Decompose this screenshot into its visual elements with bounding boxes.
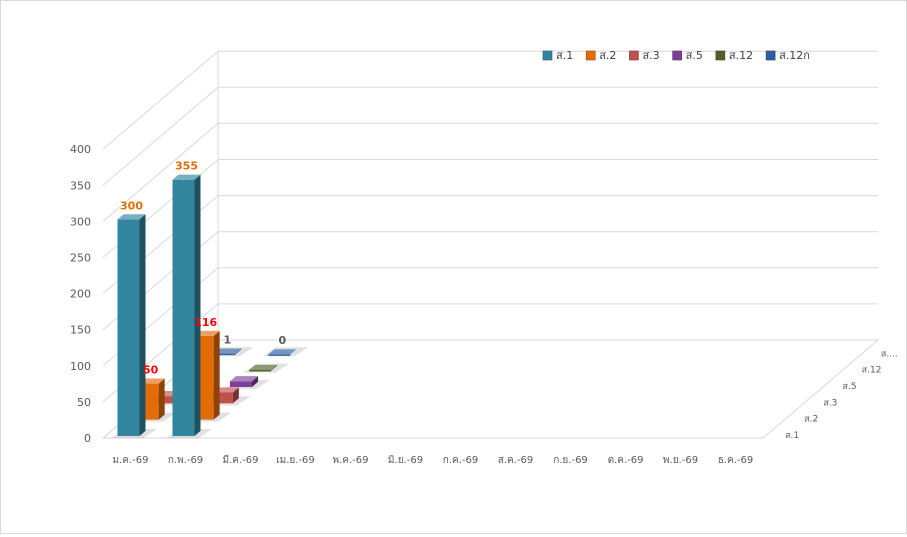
- bar-top: [249, 364, 278, 370]
- depth-series-label: ส.5: [843, 382, 857, 392]
- x-category-label: ก.พ.-69: [168, 455, 203, 466]
- legend-label: ส.12ก: [779, 49, 810, 62]
- y-tick-label: 150: [70, 324, 91, 337]
- depth-series-label: ส.12: [862, 366, 882, 376]
- x-category-label: ก.ค.-69: [443, 455, 478, 466]
- legend-swatch: [585, 50, 596, 61]
- legend-label: ส.12: [729, 49, 753, 62]
- depth-series-label: ส.3: [823, 398, 837, 408]
- y-tick-label: 400: [70, 143, 91, 156]
- gridline-side: [102, 123, 219, 222]
- legend-swatch: [629, 50, 639, 61]
- x-category-label: ม.ค.-69: [113, 455, 149, 466]
- y-tick-label: 250: [70, 252, 91, 265]
- gridline-side: [102, 86, 219, 186]
- y-tick-label: 350: [70, 179, 91, 192]
- bar-front: [210, 392, 233, 404]
- x-category-label: พ.ค.-69: [333, 455, 369, 466]
- bar-side: [194, 174, 201, 436]
- data-labels: 300 355 50 116 1 0: [120, 160, 286, 377]
- bar-top: [230, 376, 258, 382]
- bar-ส.1-ก.พ.-69: [166, 174, 213, 438]
- bar-side: [252, 376, 258, 387]
- gridline-side: [102, 50, 219, 150]
- bar-side: [232, 387, 239, 404]
- data-label: 1: [224, 334, 232, 347]
- depth-series-label: ส.2: [804, 415, 818, 425]
- legend-label: ส.1: [556, 49, 573, 62]
- bar-ส.12ก-ก.พ.-69: [262, 347, 309, 357]
- bar-top: [172, 174, 201, 180]
- depth-axis-series-labels: ส.1 ส.2 ส.3 ส.5 ส.12 ส....: [785, 349, 898, 441]
- x-category-label: เม.ย.-69: [276, 455, 315, 466]
- bar-ส.1-ม.ค.-69: [111, 214, 158, 438]
- legend-swatch: [672, 50, 682, 61]
- x-category-label: ธ.ค.-69: [718, 455, 753, 466]
- y-tick-label: 300: [70, 215, 91, 228]
- depth-series-label: ส....: [881, 349, 898, 359]
- legend-label: ส.5: [686, 49, 703, 62]
- bar-front: [117, 219, 140, 436]
- legend-label: ส.2: [599, 49, 616, 62]
- legend-swatch: [542, 50, 553, 61]
- bar-side: [235, 348, 242, 355]
- y-tick-label: 200: [70, 288, 91, 301]
- data-bars: [111, 174, 309, 438]
- bar-front: [213, 353, 236, 356]
- bar-side: [213, 330, 220, 420]
- bar-front: [172, 179, 195, 436]
- data-label: 116: [194, 316, 217, 329]
- legend-item-ส.3: ส.3: [629, 49, 660, 62]
- x-category-label: ต.ค.-69: [608, 455, 644, 466]
- floor-right-edge: [762, 339, 879, 439]
- x-category-label: มิ.ย.-69: [388, 455, 423, 466]
- bar-side: [271, 364, 278, 371]
- x-category-label: ส.ค.-69: [498, 455, 533, 466]
- bar-front: [249, 369, 272, 372]
- legend-swatch: [715, 50, 726, 61]
- depth-series-label: ส.1: [785, 431, 799, 441]
- x-axis-category-labels: ม.ค.-69 ก.พ.-69 มี.ค.-69 เม.ย.-69 พ.ค.-69 มิ.…: [113, 454, 754, 466]
- y-tick-label: 100: [70, 360, 91, 373]
- bar-top: [268, 349, 297, 355]
- bar-front: [155, 396, 178, 404]
- legend-item-ส.12: ส.12: [715, 49, 753, 62]
- legend-item-ส.5: ส.5: [672, 49, 703, 62]
- bar-top: [117, 214, 146, 220]
- legend-item-ส.2: ส.2: [585, 49, 616, 62]
- data-label: 50: [143, 363, 159, 376]
- data-label: 355: [175, 160, 198, 173]
- x-category-label: พ.ย.-69: [663, 455, 698, 466]
- bar-side: [139, 214, 146, 436]
- y-axis-tick-labels: 0 50 100 150 200 250 300 350 400: [70, 143, 91, 445]
- legend-swatch: [765, 50, 776, 61]
- legend-label: ส.3: [642, 49, 659, 62]
- x-category-label: มี.ค.-69: [223, 454, 259, 466]
- y-tick-label: 50: [77, 396, 91, 409]
- bar-front: [230, 381, 252, 387]
- bar-side: [158, 378, 165, 420]
- bar-front: [268, 354, 291, 356]
- bar-top: [213, 348, 242, 354]
- bar-ส.12-ก.พ.-69: [243, 363, 290, 373]
- y-tick-label: 0: [84, 432, 91, 445]
- legend-item-ส.1: ส.1: [542, 49, 573, 62]
- bar-ส.5-ก.พ.-69: [224, 376, 270, 389]
- legend: ส.1 ส.2 ส.3 ส.5 ส.12 ส.12ก: [542, 49, 810, 62]
- data-label: 300: [120, 199, 143, 212]
- data-label: 0: [279, 334, 287, 347]
- legend-item-ส.12ก: ส.12ก: [765, 49, 810, 62]
- x-category-label: ก.ย.-69: [553, 455, 588, 466]
